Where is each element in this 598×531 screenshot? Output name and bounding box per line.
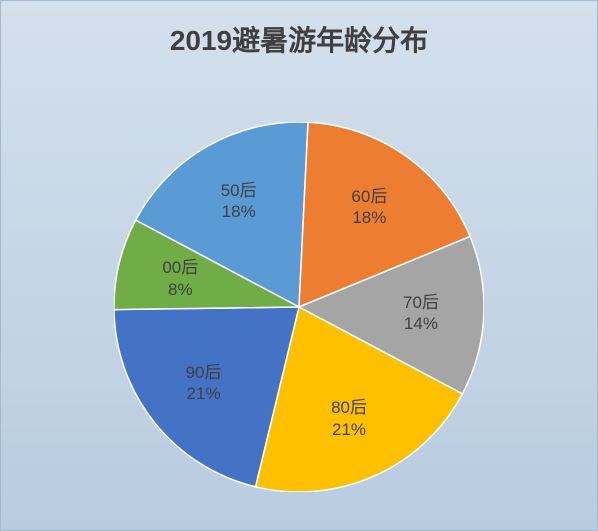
slice-label: 50后18% <box>221 180 257 223</box>
slice-percent: 21% <box>332 419 366 438</box>
slice-name: 80后 <box>331 398 367 417</box>
slice-percent: 14% <box>404 314 438 333</box>
slice-percent: 8% <box>168 279 193 298</box>
chart-title: 2019避暑游年龄分布 <box>1 19 597 59</box>
slice-label: 60后18% <box>351 186 387 229</box>
slice-label: 70后14% <box>403 292 439 335</box>
slice-name: 50后 <box>221 181 257 200</box>
slice-label: 80后21% <box>331 397 367 440</box>
slice-percent: 18% <box>222 202 256 221</box>
slice-percent: 18% <box>352 208 386 227</box>
slice-name: 70后 <box>403 293 439 312</box>
chart-container: 2019避暑游年龄分布 50后18%60后18%70后14%80后21%90后2… <box>0 0 598 531</box>
slice-percent: 21% <box>187 384 221 403</box>
slice-name: 60后 <box>351 187 387 206</box>
slice-label: 90后21% <box>186 362 222 405</box>
pie-wrapper: 50后18%60后18%70后14%80后21%90后21%00后8% <box>114 122 484 492</box>
slice-label: 00后8% <box>162 257 198 300</box>
slice-name: 90后 <box>186 363 222 382</box>
slice-name: 00后 <box>162 258 198 277</box>
